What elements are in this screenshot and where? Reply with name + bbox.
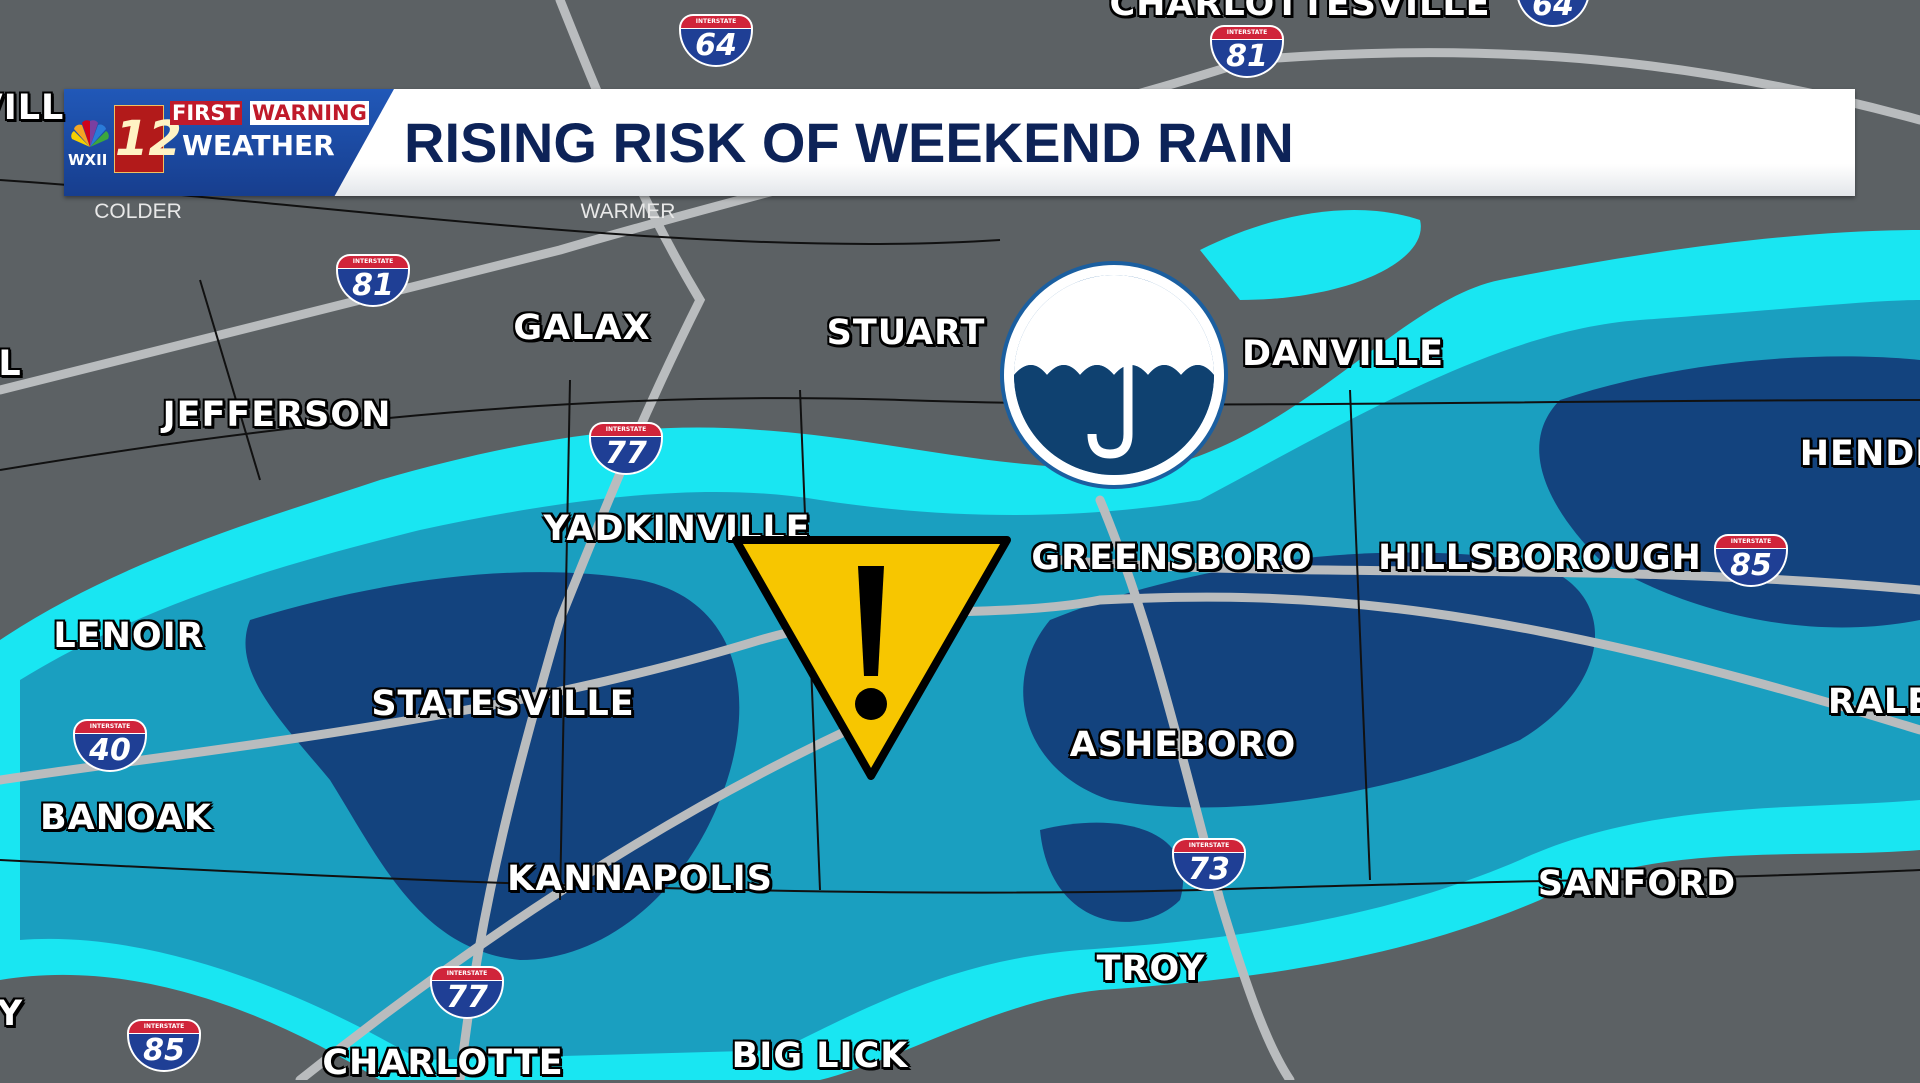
city-label: STATESVILLE xyxy=(371,684,635,724)
city-label: CHARLOTTESVILLE xyxy=(1109,0,1491,24)
channel-number: 12 xyxy=(114,105,182,173)
city-label: HENDE xyxy=(1799,434,1920,474)
city-label: GALAX xyxy=(513,308,651,348)
county-lines xyxy=(0,179,1920,901)
city-label: ASHEBORO xyxy=(1069,725,1297,765)
city-label: TROY xyxy=(1096,949,1206,989)
city-label: STUART xyxy=(826,313,986,353)
rain-heavy xyxy=(245,356,1920,960)
nbc-peacock-icon xyxy=(71,120,109,147)
city-label: DANVILLE xyxy=(1241,334,1445,374)
legend-warmer: WARMER xyxy=(580,200,676,223)
warning-triangle-icon xyxy=(732,536,1011,780)
station-logo: WXII 12 FIRST WARNING WEATHER xyxy=(64,89,394,196)
interstate-shield: INTERSTATE 85 xyxy=(127,1019,201,1072)
brand-weather: WEATHER xyxy=(182,129,335,162)
station-call-letters: WXII xyxy=(68,151,108,169)
headline-banner: WXII 12 FIRST WARNING WEATHER RISING RIS… xyxy=(64,89,1855,196)
city-label: Y xyxy=(0,994,24,1034)
interstate-shield: INTERSTATE 40 xyxy=(73,719,147,772)
interstate-shield: INTERSTATE 73 xyxy=(1172,838,1246,891)
interstate-shield: INTERSTATE 81 xyxy=(336,254,410,307)
interstate-shield: INTERSTATE 77 xyxy=(430,966,504,1019)
interstate-shield: INTERSTATE 85 xyxy=(1714,534,1788,587)
brand-first: FIRST xyxy=(170,101,242,125)
interstate-shield: INTERSTATE 77 xyxy=(589,422,663,475)
umbrella-icon xyxy=(1000,261,1228,489)
city-label: JEFFERSON xyxy=(162,395,392,435)
interstate-shield: INTERSTATE 81 xyxy=(1210,25,1284,78)
city-label: LENOIR xyxy=(53,616,205,656)
city-label: CHARLOTTE xyxy=(322,1043,564,1083)
city-label: BANOAK xyxy=(39,798,213,838)
legend-colder: COLDER xyxy=(94,200,182,223)
city-label: HILLSBOROUGH xyxy=(1378,538,1702,578)
city-label: L xyxy=(0,344,22,384)
city-label: KANNAPOLIS xyxy=(507,859,773,899)
city-label: SANFORD xyxy=(1537,864,1737,904)
city-label: RALE xyxy=(1827,682,1920,722)
city-label: BIG LICK xyxy=(731,1036,909,1076)
brand-warning: WARNING xyxy=(250,101,369,125)
city-label: VILL xyxy=(0,88,65,128)
headline-title: RISING RISK OF WEEKEND RAIN xyxy=(404,111,1294,174)
city-label: GREENSBORO xyxy=(1031,538,1313,578)
